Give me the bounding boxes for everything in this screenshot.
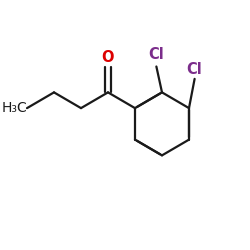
Text: Cl: Cl <box>187 62 202 78</box>
Text: O: O <box>102 50 114 66</box>
Text: Cl: Cl <box>148 47 164 62</box>
Text: H₃C: H₃C <box>1 101 27 115</box>
